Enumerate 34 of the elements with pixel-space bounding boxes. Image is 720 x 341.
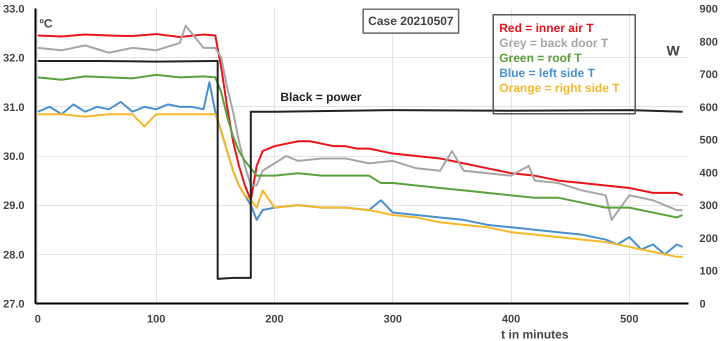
y2-axis-title: W [666,42,680,58]
y2-tick-label: 900 [700,4,718,16]
text: Orange = right side T [499,80,620,95]
line-series [36,113,684,258]
y2-tick-label: 100 [700,266,718,278]
y-tick-label: 32.0 [3,52,25,65]
text: Red = inner air T [499,20,594,35]
y2-tick-label: 400 [700,167,718,180]
text: Grey = back door T [499,36,609,50]
y-tick-label: 31.0 [3,102,25,114]
y2-tick-label: 500 [700,134,718,147]
x-axis-title: t in minutes [501,328,569,341]
x-tick-label: 400 [502,314,520,326]
y-tick-label: 28.0 [3,249,25,262]
series-label: Black = power [280,90,362,104]
x-tick-label: 200 [265,314,284,326]
y-tick-label: 30.0 [3,151,25,163]
x-tick-label: 500 [620,314,639,326]
y-axis-title: ºC [40,16,53,30]
x-tick-label: 0 [34,314,41,326]
text: Blue = left side T [499,66,596,80]
text: Green = roof T [499,50,582,65]
annotation: Case 20210507 [368,14,454,28]
y-tick-label: 29.0 [3,200,25,212]
y2-tick-label: 300 [700,200,718,212]
y2-tick-label: 600 [700,102,718,114]
y2-tick-label: 700 [700,69,718,82]
x-tick-label: 100 [146,314,166,326]
y-tick-label: 27.0 [3,298,25,310]
y-tick-label: 33.0 [3,4,25,16]
y2-tick-label: 200 [700,232,718,245]
y2-tick-label: 0 [700,298,706,310]
y2-tick-label: 800 [700,36,718,48]
x-tick-label: 300 [384,314,402,326]
